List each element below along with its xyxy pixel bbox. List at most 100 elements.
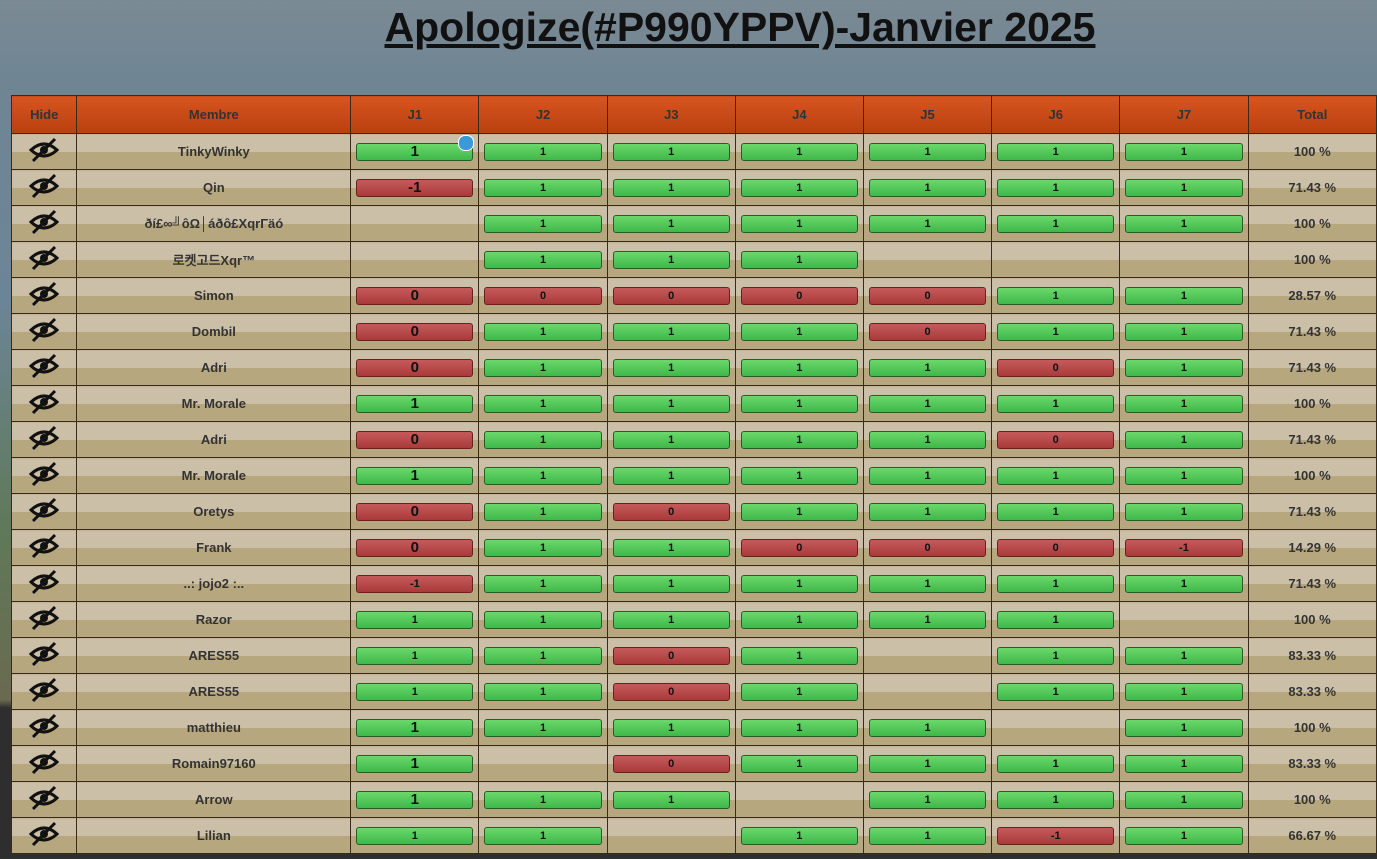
- score-badge: 1: [997, 394, 1115, 413]
- total-cell: 83.33 %: [1247, 745, 1377, 782]
- score-badge: 1: [1125, 754, 1243, 773]
- score-badge: 1: [612, 610, 730, 629]
- score-badge: 1: [484, 250, 602, 269]
- day-cell: 1: [478, 457, 608, 494]
- day-cell: 1: [1119, 385, 1249, 422]
- column-header: Hide: [10, 95, 78, 134]
- score-badge: 1: [868, 754, 987, 773]
- day-cell: 1: [350, 133, 480, 170]
- score-badge: 1: [868, 826, 987, 845]
- score-badge: 1: [484, 574, 602, 593]
- hide-cell[interactable]: [10, 745, 78, 782]
- score-badge: 1: [1125, 718, 1243, 737]
- member-name: Qin: [76, 169, 352, 206]
- hide-cell[interactable]: [10, 349, 78, 386]
- day-cell: [1119, 241, 1249, 278]
- hide-cell[interactable]: [10, 277, 78, 314]
- day-cell: 1: [606, 169, 736, 206]
- total-cell: 71.43 %: [1247, 565, 1377, 602]
- day-cell: 1: [478, 421, 608, 458]
- score-badge: 0: [484, 286, 602, 305]
- score-badge: 0: [612, 286, 730, 305]
- hide-icon: [29, 209, 60, 235]
- score-badge: 1: [612, 358, 730, 377]
- score-badge: 1: [1125, 790, 1243, 809]
- hide-cell[interactable]: [10, 565, 78, 602]
- member-row: ..: jojo2 :.. -1 1 1 1 1 1 1 71.43 %: [10, 565, 1377, 602]
- total-cell: 71.43 %: [1247, 421, 1377, 458]
- hide-cell[interactable]: [10, 529, 78, 566]
- day-cell: 1: [862, 457, 993, 494]
- member-name: Dombil: [76, 313, 352, 350]
- hide-cell[interactable]: [10, 709, 78, 746]
- hide-cell[interactable]: [10, 493, 78, 530]
- hide-cell[interactable]: [10, 313, 78, 350]
- score-badge: 0: [740, 538, 858, 557]
- score-badge: 1: [740, 358, 858, 377]
- day-cell: 1: [734, 313, 864, 350]
- column-header: J6: [991, 95, 1121, 134]
- score-badge: -1: [997, 826, 1115, 845]
- hide-cell[interactable]: [10, 781, 78, 818]
- comment-icon[interactable]: [458, 134, 475, 151]
- hide-cell[interactable]: [10, 817, 78, 854]
- day-cell: 1: [734, 709, 864, 746]
- total-cell: 100 %: [1247, 709, 1377, 746]
- score-badge: 1: [484, 826, 602, 845]
- total-cell: 100 %: [1247, 781, 1377, 818]
- hide-cell[interactable]: [10, 133, 78, 170]
- score-badge: 0: [356, 322, 474, 341]
- day-cell: -1: [350, 169, 480, 206]
- day-cell: 1: [478, 709, 608, 746]
- hide-cell[interactable]: [10, 601, 78, 638]
- column-header: J5: [862, 95, 993, 134]
- day-cell: 1: [991, 385, 1121, 422]
- day-cell: 1: [991, 277, 1121, 314]
- member-row: TinkyWinky 1 1 1 1 1 1 1 100 %: [10, 133, 1377, 170]
- day-cell: [862, 637, 993, 674]
- score-badge: 0: [356, 538, 474, 557]
- day-cell: 0: [734, 529, 864, 566]
- total-cell: 100 %: [1247, 241, 1377, 278]
- score-badge: 1: [356, 682, 474, 701]
- day-cell: 1: [1119, 673, 1249, 710]
- day-cell: 1: [991, 745, 1121, 782]
- day-cell: 1: [1119, 349, 1249, 386]
- score-badge: 1: [868, 142, 987, 161]
- hide-cell[interactable]: [10, 385, 78, 422]
- hide-cell[interactable]: [10, 421, 78, 458]
- day-cell: 1: [1119, 277, 1249, 314]
- score-badge: 0: [612, 754, 730, 773]
- hide-cell[interactable]: [10, 241, 78, 278]
- day-cell: 1: [734, 817, 864, 854]
- score-badge: 1: [1125, 502, 1243, 521]
- day-cell: 1: [734, 637, 864, 674]
- total-cell: 66.67 %: [1247, 817, 1377, 854]
- hide-icon: [29, 281, 60, 307]
- day-cell: 1: [991, 313, 1121, 350]
- score-badge: 1: [484, 142, 602, 161]
- hide-icon: [29, 245, 60, 271]
- score-badge: 1: [740, 574, 858, 593]
- day-cell: 1: [862, 565, 993, 602]
- score-badge: 1: [997, 286, 1115, 305]
- hide-cell[interactable]: [10, 169, 78, 206]
- member-name: 로켓고드Xqr™: [76, 241, 352, 278]
- hide-cell[interactable]: [10, 637, 78, 674]
- score-badge: 1: [740, 430, 858, 449]
- score-badge: 1: [484, 790, 602, 809]
- hide-cell[interactable]: [10, 205, 78, 242]
- member-row: Qin -1 1 1 1 1 1 1 71.43 %: [10, 169, 1377, 206]
- hide-cell[interactable]: [10, 673, 78, 710]
- member-row: Lilian 1 1 1 1 -1 1 66.67 %: [10, 817, 1377, 854]
- hide-cell[interactable]: [10, 457, 78, 494]
- score-badge: 1: [740, 178, 858, 197]
- member-name: Arrow: [76, 781, 352, 818]
- score-badge: 1: [997, 682, 1115, 701]
- member-row: Adri 0 1 1 1 1 0 1 71.43 %: [10, 349, 1377, 386]
- day-cell: 1: [606, 241, 736, 278]
- day-cell: 1: [606, 781, 736, 818]
- day-cell: 1: [606, 601, 736, 638]
- day-cell: 0: [991, 349, 1121, 386]
- score-badge: 1: [612, 322, 730, 341]
